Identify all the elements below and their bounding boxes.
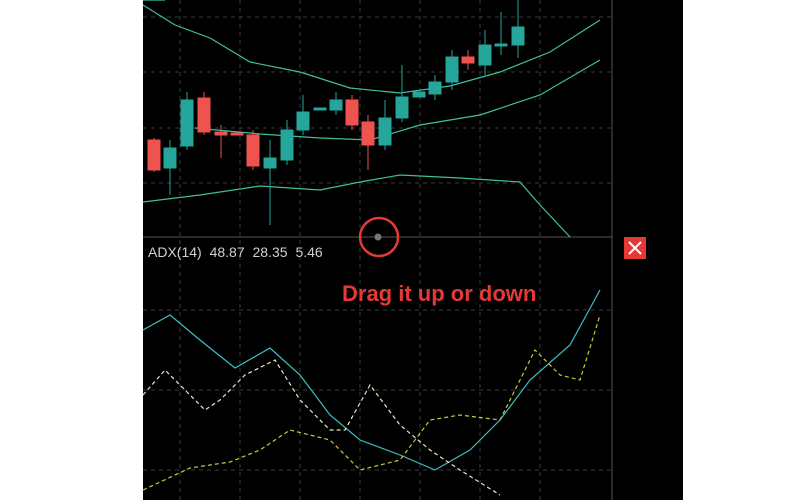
indicator-value: 28.35 <box>253 244 288 260</box>
candles <box>147 0 525 225</box>
adx-lines <box>142 289 601 496</box>
bollinger-bands <box>142 0 601 238</box>
chart-panel <box>143 0 683 500</box>
grid <box>143 0 612 500</box>
indicator-name: ADX(14) <box>148 244 202 260</box>
drag-highlight <box>358 216 400 258</box>
drag-handle[interactable] <box>374 233 382 241</box>
close-button[interactable] <box>624 237 646 259</box>
indicator-value: 5.46 <box>295 244 322 260</box>
indicator-label: ADX(14) 48.87 28.35 5.46 <box>148 244 323 260</box>
annotation: Drag it up or down <box>342 281 536 306</box>
indicator-value: 48.87 <box>210 244 245 260</box>
